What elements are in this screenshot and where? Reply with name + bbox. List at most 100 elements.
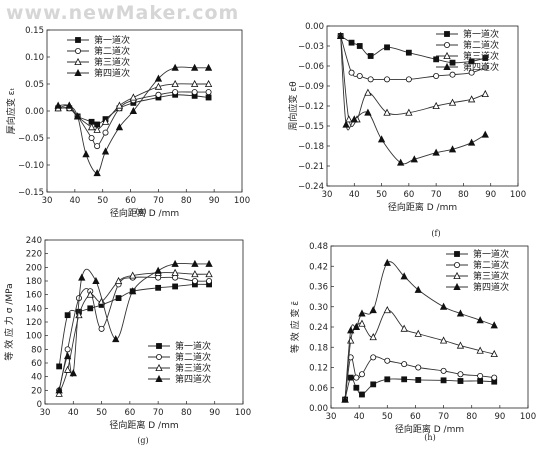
legend-marker: [155, 374, 163, 383]
data-point: [414, 285, 422, 293]
data-point: [98, 325, 105, 332]
data-point: [456, 309, 465, 317]
data-point: [341, 395, 349, 403]
data-point: [383, 108, 391, 116]
data-point: [191, 259, 199, 267]
legend-label: 第一道次: [175, 340, 211, 352]
data-point: [86, 290, 94, 298]
legend-label: 第一道次: [463, 28, 499, 40]
y-tick-label: 240: [26, 236, 42, 246]
data-point: [440, 377, 447, 384]
watermark: www.newMaker.com: [6, 2, 240, 24]
data-point: [64, 346, 71, 353]
data-point: [439, 336, 448, 344]
data-point: [205, 89, 212, 96]
legend-label: 第二道次: [473, 259, 509, 271]
y-tick-label: 0.06: [309, 384, 328, 394]
legend-label: 第三道次: [463, 50, 499, 62]
data-point: [93, 125, 101, 133]
data-point: [476, 316, 484, 324]
data-point: [482, 64, 489, 71]
data-point: [457, 378, 464, 384]
chart-g: 30 40 50 60 70 80 90 100 0 20 40 60 80 100 120 140 160 18…: [3, 236, 251, 445]
data-point: [154, 82, 163, 90]
x-tick-label: 90: [209, 408, 220, 418]
y-tick-label: −0.05: [18, 134, 44, 144]
data-point: [358, 319, 366, 327]
legend-marker: [155, 363, 163, 372]
data-point: [439, 302, 448, 310]
y-tick-label: 40: [31, 373, 42, 383]
data-point: [63, 365, 72, 373]
data-point: [433, 73, 440, 80]
legend-marker: [74, 68, 82, 76]
data-point: [154, 266, 162, 274]
data-point: [383, 258, 391, 266]
data-point: [55, 389, 63, 397]
panel-label: (h): [424, 433, 435, 442]
data-point: [172, 283, 179, 290]
chart-e: 30 40 50 60 70 80 90 100 −0.15 −0.10 −0.05 0.00 0.05…: [5, 26, 250, 219]
y-tick-label: 160: [26, 291, 42, 301]
data-point: [112, 335, 120, 343]
data-point: [345, 115, 353, 123]
y-tick-label: 0.05: [25, 80, 44, 90]
data-point: [364, 108, 372, 116]
legend-label: 第四道次: [175, 373, 211, 385]
legend-label: 第四道次: [463, 61, 499, 73]
x-tick-label: 100: [510, 190, 526, 200]
y-axis-label: 厚向应变 εₜ: [5, 87, 17, 134]
legend-label: 第二道次: [463, 39, 499, 51]
data-point: [405, 108, 413, 116]
data-point: [367, 53, 374, 59]
y-tick-label: 200: [26, 263, 42, 273]
data-point: [359, 391, 365, 398]
data-point: [172, 89, 179, 96]
y-tick-label: 0.48: [309, 242, 328, 252]
data-point: [401, 376, 408, 383]
data-point: [448, 98, 457, 106]
legend-label: 第四道次: [473, 281, 509, 293]
x-tick-label: 30: [322, 190, 333, 200]
data-point: [468, 58, 475, 65]
data-point: [155, 284, 162, 291]
legend-label: 第一道次: [94, 34, 130, 46]
data-point: [154, 74, 163, 82]
y-tick-label: −0.09: [298, 82, 324, 92]
data-point: [352, 322, 360, 331]
data-point: [336, 31, 345, 39]
data-point: [364, 88, 372, 96]
data-point: [347, 374, 354, 381]
data-point: [102, 129, 109, 136]
data-point: [350, 115, 358, 123]
y-tick-label: 0: [37, 400, 42, 410]
data-point: [433, 56, 440, 63]
y-tick-label: 0.00: [305, 22, 324, 32]
y-tick-label: −0.10: [18, 161, 44, 171]
data-point: [491, 374, 498, 381]
panel-label: (e): [136, 207, 147, 216]
data-point: [384, 376, 391, 383]
x-tick-label: 30: [40, 408, 51, 418]
x-tick-label: 100: [520, 412, 536, 422]
x-tick-label: 80: [181, 196, 192, 206]
x-axis-label: 径向距离 D /mm: [395, 423, 464, 435]
data-point: [129, 106, 138, 114]
data-point: [342, 120, 350, 128]
data-point: [190, 79, 199, 87]
data-point: [467, 95, 476, 103]
data-point: [477, 372, 484, 379]
y-tick-label: 220: [26, 250, 42, 260]
data-point: [191, 270, 199, 278]
data-point: [87, 123, 96, 131]
x-tick-label: 70: [153, 196, 164, 206]
data-point: [400, 324, 408, 332]
legend-marker: [75, 48, 82, 55]
y-tick-label: −0.03: [298, 42, 324, 52]
data-point: [449, 59, 456, 66]
x-tick-label: 50: [382, 412, 393, 422]
data-point: [440, 367, 447, 374]
x-tick-label: 100: [234, 196, 250, 206]
